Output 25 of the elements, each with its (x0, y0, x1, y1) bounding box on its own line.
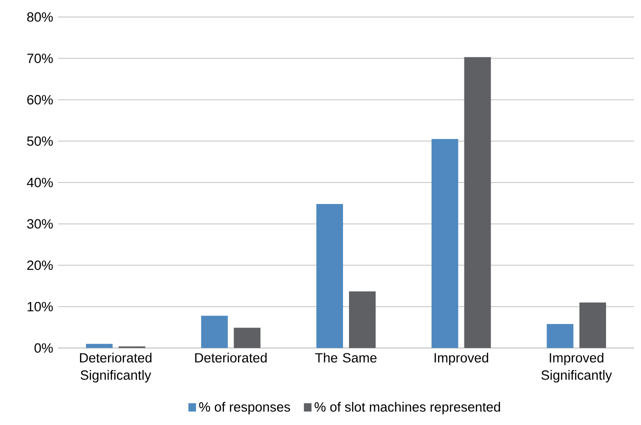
bar (86, 344, 113, 348)
bar (201, 316, 228, 348)
x-tick-label: The Same (315, 352, 377, 362)
y-tick-label: 10% (28, 302, 53, 312)
y-tick-label: 30% (27, 219, 53, 229)
y-tick-label: 50% (27, 136, 53, 146)
bar (579, 302, 606, 348)
bar (316, 204, 344, 348)
x-tick-label: Improved Significantly (541, 352, 612, 382)
x-tick-label: Deteriorated (195, 352, 267, 362)
y-tick-label: 60% (27, 95, 53, 104)
bar (349, 291, 376, 348)
bar (234, 328, 260, 348)
x-tick-label: Deteriorated Significantly (80, 352, 152, 382)
legend-label: % of responses (199, 402, 290, 414)
y-tick-label: 0% (34, 343, 53, 353)
bar (432, 139, 458, 348)
y-tick-label: 40% (26, 178, 53, 188)
y-tick-label: 20% (27, 260, 53, 270)
y-tick-label: 70% (27, 54, 53, 64)
x-tick-label: Improved (434, 352, 488, 366)
y-tick-label: 80% (27, 12, 53, 22)
legend-label: % of slot machines represented (314, 402, 500, 414)
bar (546, 324, 574, 348)
bar (464, 57, 491, 348)
